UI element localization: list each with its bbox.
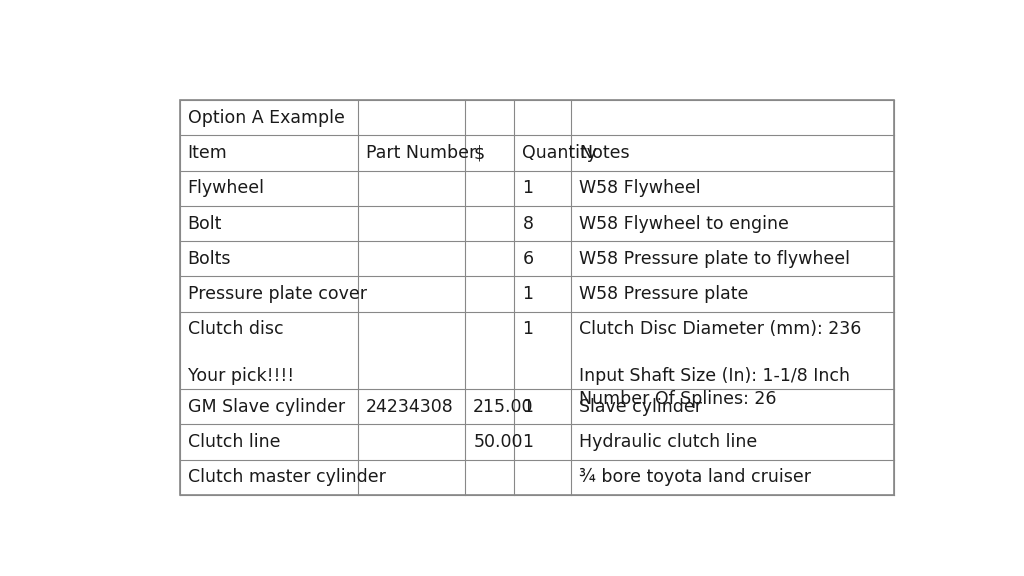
Text: 215.00: 215.00 bbox=[473, 398, 534, 416]
Text: $: $ bbox=[473, 144, 484, 162]
Text: 1: 1 bbox=[522, 398, 534, 416]
Text: W58 Flywheel: W58 Flywheel bbox=[579, 179, 700, 197]
Text: GM Slave cylinder: GM Slave cylinder bbox=[187, 398, 345, 416]
Text: Notes: Notes bbox=[579, 144, 630, 162]
Text: 50.00: 50.00 bbox=[473, 433, 522, 451]
Text: Bolt: Bolt bbox=[187, 214, 222, 233]
Bar bbox=[179, 100, 894, 495]
Text: Slave cylinder: Slave cylinder bbox=[579, 398, 701, 416]
Text: Item: Item bbox=[187, 144, 227, 162]
Text: 6: 6 bbox=[522, 250, 534, 268]
Text: Pressure plate cover: Pressure plate cover bbox=[187, 285, 367, 303]
Text: Clutch disc

Your pick!!!!: Clutch disc Your pick!!!! bbox=[187, 320, 294, 385]
Text: W58 Flywheel to engine: W58 Flywheel to engine bbox=[579, 214, 788, 233]
Text: Option A Example: Option A Example bbox=[187, 109, 344, 127]
Text: 1: 1 bbox=[522, 320, 534, 338]
Text: Part Number: Part Number bbox=[367, 144, 476, 162]
Text: W58 Pressure plate: W58 Pressure plate bbox=[579, 285, 749, 303]
Text: W58 Pressure plate to flywheel: W58 Pressure plate to flywheel bbox=[579, 250, 850, 268]
Text: 1: 1 bbox=[522, 433, 534, 451]
Text: 1: 1 bbox=[522, 179, 534, 197]
Text: Quantity: Quantity bbox=[522, 144, 597, 162]
Text: 24234308: 24234308 bbox=[367, 398, 454, 416]
Text: 8: 8 bbox=[522, 214, 534, 233]
Text: Bolts: Bolts bbox=[187, 250, 231, 268]
Text: ¾ bore toyota land cruiser: ¾ bore toyota land cruiser bbox=[579, 468, 811, 486]
Text: Flywheel: Flywheel bbox=[187, 179, 264, 197]
Text: Hydraulic clutch line: Hydraulic clutch line bbox=[579, 433, 757, 451]
Text: 1: 1 bbox=[522, 285, 534, 303]
Text: Clutch master cylinder: Clutch master cylinder bbox=[187, 468, 385, 486]
Text: Clutch Disc Diameter (mm): 236

Input Shaft Size (In): 1-1/8 Inch
Number Of Spli: Clutch Disc Diameter (mm): 236 Input Sha… bbox=[579, 320, 861, 408]
Text: Clutch line: Clutch line bbox=[187, 433, 280, 451]
